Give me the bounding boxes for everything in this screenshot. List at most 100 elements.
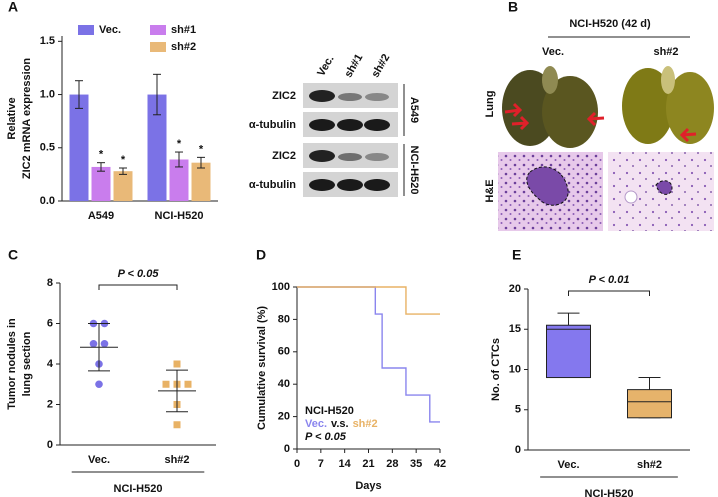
y-tick-label: 0 xyxy=(284,443,290,455)
row-label: α-tubulin xyxy=(249,179,296,191)
tumor-outline xyxy=(526,166,569,206)
y-axis-label: Tumor nodules in xyxy=(6,318,18,410)
y-tick-label: 10 xyxy=(509,363,521,375)
lung-photo xyxy=(622,68,674,144)
band xyxy=(364,119,390,131)
significance-marker: * xyxy=(99,149,104,161)
significance-marker: * xyxy=(177,138,182,150)
error-bar xyxy=(175,151,183,168)
lane-label: Vec. xyxy=(315,53,336,78)
box xyxy=(546,324,591,379)
y-tick-label: 0.0 xyxy=(40,195,55,207)
y-axis-label: ZIC2 mRNA expression xyxy=(21,58,33,180)
x-tick-label: 14 xyxy=(339,458,352,470)
legend-swatch xyxy=(150,25,166,35)
legend-label: Vec. xyxy=(305,418,327,430)
data-point xyxy=(95,380,103,389)
bar xyxy=(191,162,211,201)
panel-label: C xyxy=(8,247,18,263)
data-point xyxy=(173,360,181,368)
y-axis-label: lung section xyxy=(21,331,33,396)
band xyxy=(337,179,363,191)
y-tick-label: 60 xyxy=(278,346,290,358)
y-tick-label: 1.5 xyxy=(40,35,55,47)
y-tick-label: 1.0 xyxy=(40,88,55,100)
panel-label: D xyxy=(256,247,266,263)
x-tick-label: Vec. xyxy=(557,459,579,471)
y-tick-label: 80 xyxy=(278,313,290,325)
data-point xyxy=(184,380,192,388)
y-tick-label: 4 xyxy=(47,358,54,370)
tumor-outline xyxy=(655,180,673,195)
data-point xyxy=(162,380,170,388)
y-tick-label: 15 xyxy=(509,323,521,335)
histology-title: NCI-H520 (42 d) xyxy=(569,18,651,30)
x-tick-label: 35 xyxy=(410,458,422,470)
y-tick-label: 0.5 xyxy=(40,142,55,154)
row-label: ZIC2 xyxy=(272,90,296,102)
legend-label: sh#1 xyxy=(171,24,196,36)
error-bar xyxy=(153,73,161,116)
y-axis-label: Relative xyxy=(6,97,18,139)
y-axis-label: No. of CTCs xyxy=(490,338,502,401)
lane-label: sh#1 xyxy=(342,52,365,80)
y-tick-label: 5 xyxy=(515,404,521,416)
group-label: sh#2 xyxy=(653,46,678,58)
sd-bar xyxy=(166,369,188,413)
y-tick-label: 0 xyxy=(47,439,53,451)
band xyxy=(338,93,362,101)
error-bar xyxy=(197,156,205,169)
x-tick-label: 21 xyxy=(362,458,374,470)
error-bar xyxy=(97,162,105,172)
arrow xyxy=(679,127,697,143)
y-tick-label: 20 xyxy=(278,411,290,423)
band xyxy=(309,179,335,191)
group-label: Vec. xyxy=(542,46,564,58)
sd-bar xyxy=(88,323,110,372)
arrow xyxy=(504,102,523,118)
arrow xyxy=(586,111,605,127)
bar xyxy=(113,171,133,201)
panel-label: B xyxy=(508,0,518,15)
x-tick-label: sh#2 xyxy=(164,454,189,466)
annotation: P < 0.05 xyxy=(118,268,160,280)
y-tick-label: 100 xyxy=(272,281,290,293)
band xyxy=(309,150,335,162)
x-tick-label: NCI-H520 xyxy=(155,210,204,222)
panel-label: E xyxy=(512,247,521,263)
band xyxy=(309,119,335,131)
x-tick-label: 28 xyxy=(386,458,398,470)
vessel xyxy=(624,190,638,204)
data-point xyxy=(100,339,109,348)
annotation: P < 0.01 xyxy=(589,274,630,286)
western-blot: Vec. sh#1 sh#2 ZIC2 α-tubulin ZIC2 α-tub… xyxy=(249,52,420,197)
significance-marker: * xyxy=(199,143,204,155)
band xyxy=(365,93,389,101)
bar xyxy=(69,94,89,201)
error-bar xyxy=(119,167,127,175)
y-tick-label: 2 xyxy=(47,398,53,410)
row-label: Lung xyxy=(484,91,496,118)
significance-marker: * xyxy=(121,154,126,166)
legend-swatch xyxy=(150,42,166,52)
lung-photo xyxy=(661,66,675,94)
significance-bracket xyxy=(568,290,650,296)
band xyxy=(338,153,362,161)
lung-photo xyxy=(542,66,558,94)
data-point xyxy=(173,421,181,429)
band xyxy=(337,119,363,131)
cell-line-label: A549 xyxy=(408,97,420,123)
x-tick-label: A549 xyxy=(88,210,114,222)
bar xyxy=(147,94,167,201)
lane-label: sh#2 xyxy=(369,52,392,80)
band xyxy=(364,179,390,191)
row-label: α-tubulin xyxy=(249,119,296,131)
cell-line-label: NCI-H520 xyxy=(408,146,420,195)
panel-label: A xyxy=(8,0,18,15)
box xyxy=(627,389,672,419)
x-axis-label: Days xyxy=(355,480,381,492)
legend-label: sh#2 xyxy=(353,418,378,430)
histology: NCI-H520 (42 d) Vec. sh#2 Lung H&E xyxy=(484,18,714,231)
y-tick-label: 20 xyxy=(509,283,521,295)
row-label: ZIC2 xyxy=(272,150,296,162)
